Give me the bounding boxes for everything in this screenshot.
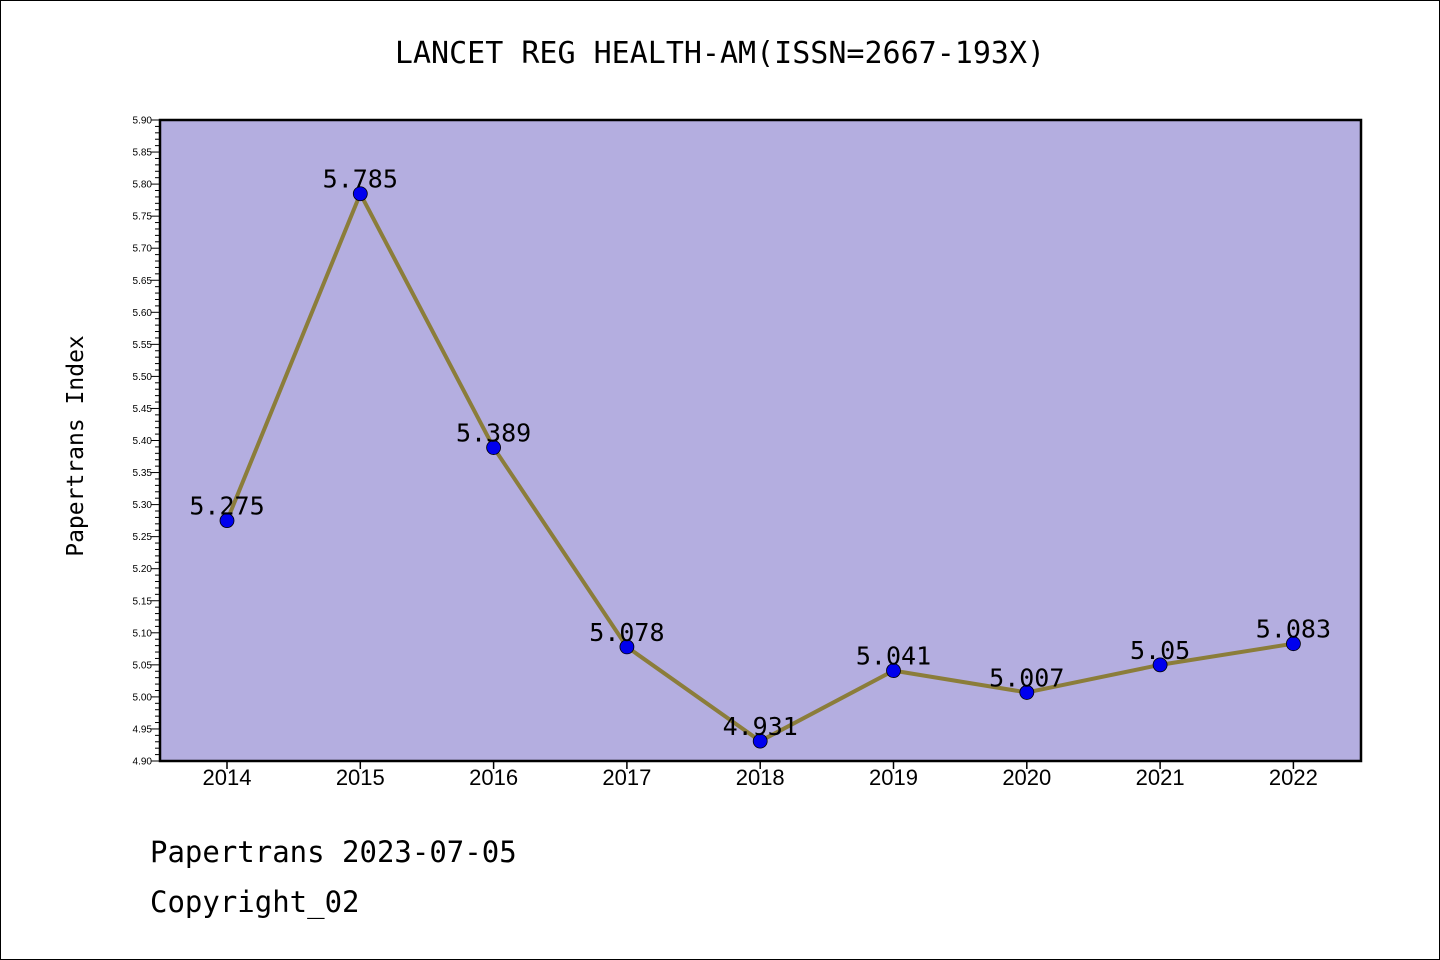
y-tick-label: 5.85 (133, 148, 153, 159)
data-point (219, 513, 235, 529)
y-tick-label: 5.75 (133, 212, 153, 223)
y-tick-label: 5.60 (133, 308, 153, 319)
x-tick-label: 2021 (1136, 765, 1185, 790)
data-point (752, 733, 768, 749)
x-tick-label: 2016 (469, 765, 518, 790)
y-tick-label: 5.50 (133, 372, 153, 383)
x-tick-label: 2015 (336, 765, 385, 790)
x-tick-label: 2018 (736, 765, 785, 790)
data-label: 5.007 (989, 663, 1064, 692)
chart-title: LANCET REG HEALTH-AM(ISSN=2667-193X) (394, 36, 1046, 71)
data-point (352, 186, 368, 202)
y-tick-label: 5.80 (133, 180, 153, 191)
x-tick-label: 2022 (1269, 765, 1318, 790)
y-tick-label: 5.00 (133, 692, 153, 703)
data-label: 4.931 (723, 712, 798, 741)
y-tick-label: 5.40 (133, 436, 153, 447)
x-tick-label: 2014 (203, 765, 252, 790)
data-point (619, 639, 635, 655)
data-point (886, 663, 901, 679)
data-point (1286, 636, 1301, 652)
data-point (486, 440, 502, 455)
y-tick-label: 5.25 (133, 532, 153, 543)
data-label: 5.041 (856, 642, 931, 671)
data-label: 5.275 (189, 492, 264, 521)
footer-date: Papertrans 2023-07-05 (150, 835, 517, 869)
y-tick-label: 5.90 (133, 116, 153, 127)
y-tick-label: 4.95 (133, 724, 153, 735)
y-tick-label: 5.20 (133, 564, 153, 575)
data-label: 5.389 (456, 419, 531, 448)
x-tick-label: 2017 (602, 765, 651, 790)
y-tick-label: 5.15 (133, 596, 153, 607)
data-point (1152, 657, 1168, 673)
y-tick-label: 5.45 (133, 404, 153, 415)
y-tick-label: 5.10 (133, 628, 153, 639)
data-point (1019, 685, 1035, 700)
data-label: 5.083 (1256, 615, 1331, 644)
y-tick-label: 5.30 (133, 500, 153, 511)
y-tick-label: 5.65 (133, 276, 153, 287)
y-tick-label: 5.70 (133, 244, 153, 255)
data-label: 5.078 (589, 618, 664, 647)
y-tick-label: 5.05 (133, 660, 153, 671)
footer-copyright: Copyright_02 (150, 885, 360, 919)
y-tick-label: 4.90 (133, 757, 153, 768)
data-label: 5.05 (1130, 636, 1190, 665)
plot-area (160, 120, 1361, 761)
y-tick-label: 5.35 (133, 468, 153, 479)
data-label: 5.785 (323, 165, 398, 194)
plot-border (158, 118, 1363, 763)
x-tick-label: 2020 (1002, 765, 1051, 790)
y-tick-label: 5.55 (133, 340, 153, 351)
x-tick-label: 2019 (869, 765, 918, 790)
